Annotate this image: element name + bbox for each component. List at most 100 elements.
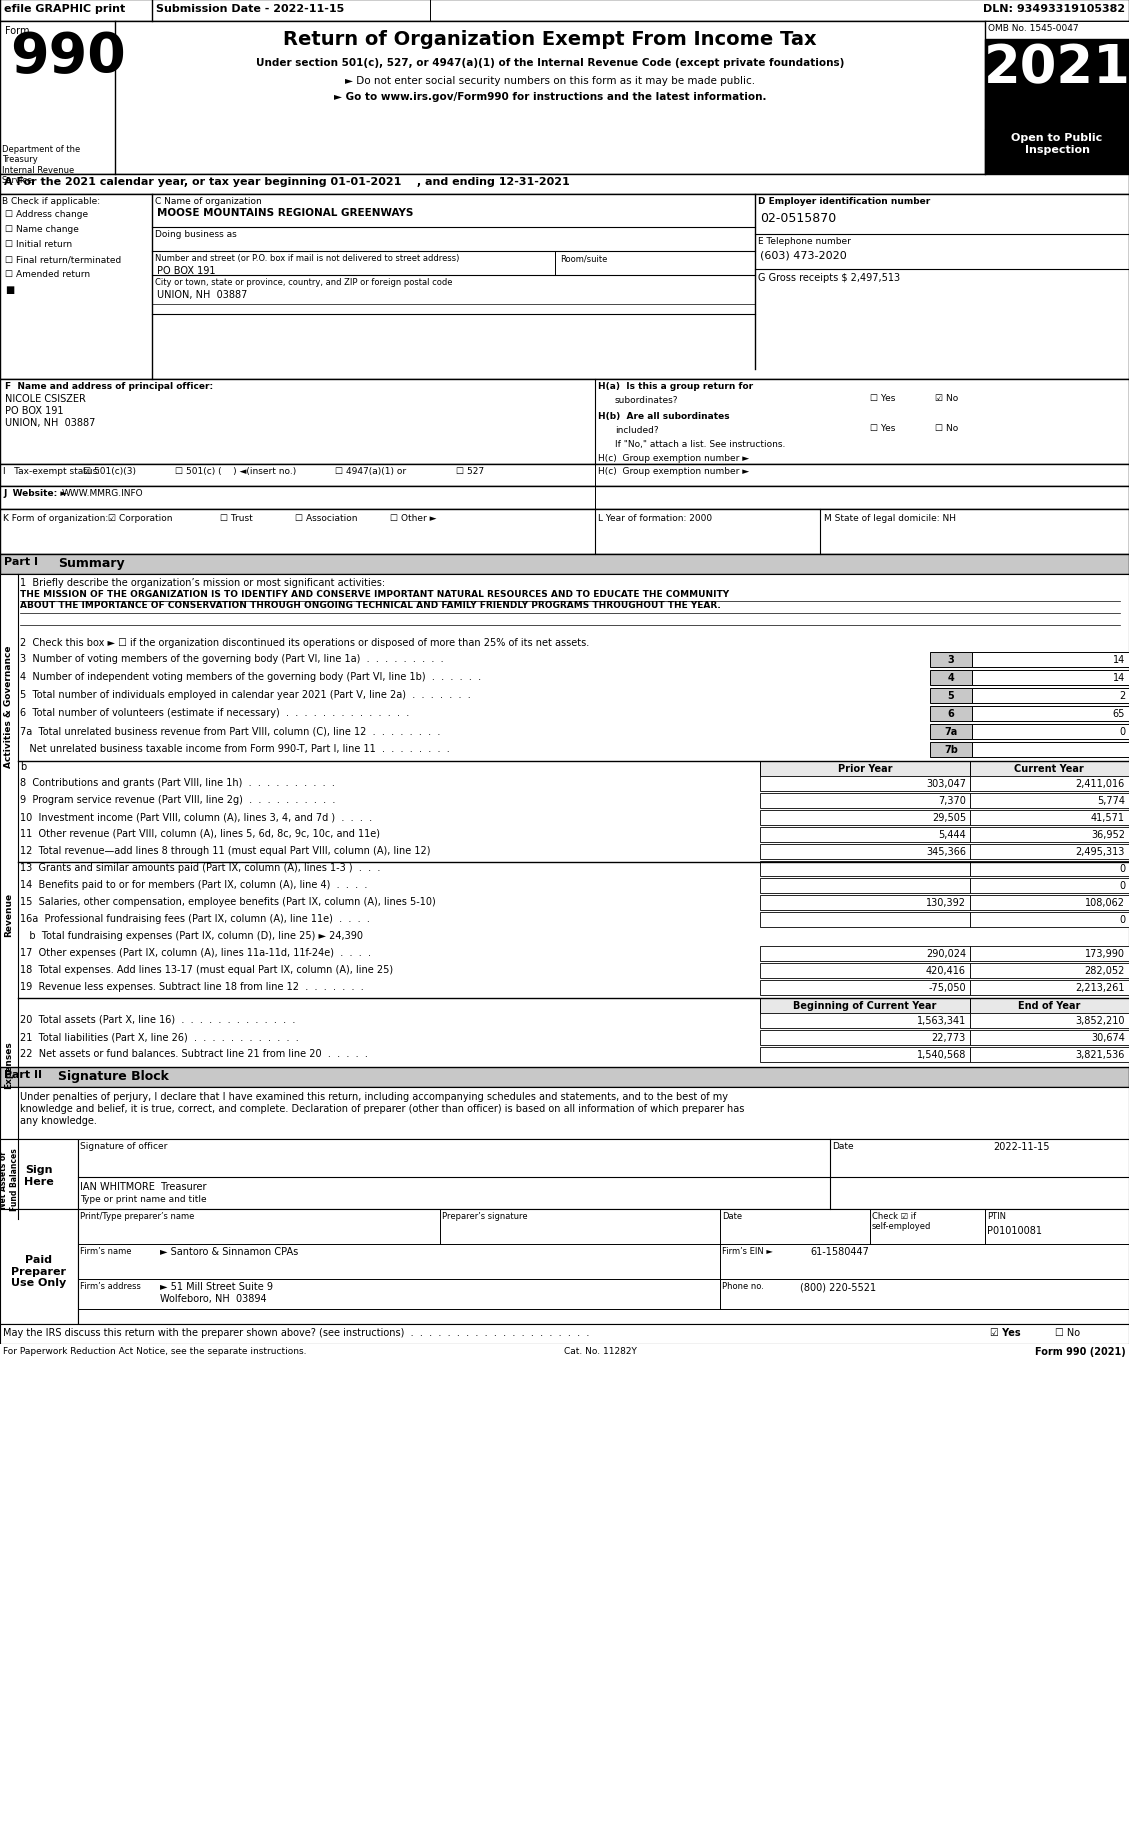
Text: H(c)  Group exemption number ►: H(c) Group exemption number ►	[598, 467, 750, 476]
Text: ☐ Yes: ☐ Yes	[870, 393, 895, 403]
Bar	[970, 895, 1129, 911]
Text: ☐ No: ☐ No	[935, 425, 959, 432]
Text: 12  Total revenue—add lines 8 through 11 (must equal Part VIII, column (A), line: 12 Total revenue—add lines 8 through 11 …	[20, 845, 430, 856]
Text: ☑ 501(c)(3): ☑ 501(c)(3)	[84, 467, 135, 476]
Text: 18  Total expenses. Add lines 13-17 (must equal Part IX, column (A), line 25): 18 Total expenses. Add lines 13-17 (must…	[20, 964, 393, 974]
Text: May the IRS discuss this return with the preparer shown above? (see instructions: May the IRS discuss this return with the…	[3, 1327, 589, 1338]
Bar	[0, 1140, 78, 1210]
Text: 36,952: 36,952	[1091, 829, 1124, 840]
Bar	[0, 381, 1129, 465]
Text: 5: 5	[947, 690, 954, 701]
Bar	[0, 1345, 1129, 1362]
Text: 7b: 7b	[944, 745, 957, 754]
Text: D Employer identification number: D Employer identification number	[758, 198, 930, 207]
Text: Summary: Summary	[58, 556, 124, 569]
Text: 108,062: 108,062	[1085, 897, 1124, 908]
Text: Under section 501(c), 527, or 4947(a)(1) of the Internal Revenue Code (except pr: Under section 501(c), 527, or 4947(a)(1)…	[256, 59, 844, 68]
Text: Date: Date	[832, 1142, 854, 1151]
Text: 420,416: 420,416	[926, 966, 966, 975]
Text: 3  Number of voting members of the governing body (Part VI, line 1a)  .  .  .  .: 3 Number of voting members of the govern…	[20, 653, 444, 664]
Bar	[930, 743, 972, 758]
Text: OMB No. 1545-0047: OMB No. 1545-0047	[988, 24, 1078, 33]
Text: ☐ Other ►: ☐ Other ►	[390, 514, 437, 523]
Bar	[760, 963, 970, 979]
Bar	[0, 22, 1129, 176]
Bar	[78, 1140, 1129, 1210]
Text: 65: 65	[1112, 708, 1124, 719]
Bar	[984, 130, 1129, 176]
Text: PO BOX 191: PO BOX 191	[5, 406, 63, 415]
Text: PTIN: PTIN	[987, 1211, 1006, 1221]
Text: ☐ Yes: ☐ Yes	[870, 425, 895, 432]
Text: ► Go to www.irs.gov/Form990 for instructions and the latest information.: ► Go to www.irs.gov/Form990 for instruct…	[334, 92, 767, 102]
Text: A For the 2021 calendar year, or tax year beginning 01-01-2021    , and ending 1: A For the 2021 calendar year, or tax yea…	[5, 178, 570, 187]
Text: 0: 0	[1119, 727, 1124, 737]
Text: P01010081: P01010081	[987, 1226, 1042, 1235]
Text: 02-0515870: 02-0515870	[760, 212, 837, 225]
Bar	[0, 1067, 1129, 1087]
Bar	[970, 844, 1129, 860]
Bar	[760, 862, 970, 877]
Text: 7,370: 7,370	[938, 796, 966, 805]
Text: 17  Other expenses (Part IX, column (A), lines 11a-11d, 11f-24e)  .  .  .  .: 17 Other expenses (Part IX, column (A), …	[20, 948, 371, 957]
Bar	[0, 0, 1129, 22]
Text: Expenses: Expenses	[5, 1041, 14, 1089]
Text: Date: Date	[723, 1211, 742, 1221]
Bar	[970, 946, 1129, 961]
Bar	[0, 1325, 1129, 1345]
Bar	[970, 981, 1129, 996]
Text: 4: 4	[947, 673, 954, 683]
Text: 29,505: 29,505	[931, 813, 966, 822]
Bar	[972, 653, 1129, 668]
Bar	[972, 670, 1129, 686]
Text: 290,024: 290,024	[926, 948, 966, 959]
Bar	[760, 895, 970, 911]
Bar	[970, 913, 1129, 928]
Bar	[970, 794, 1129, 809]
Text: ► 51 Mill Street Suite 9: ► 51 Mill Street Suite 9	[160, 1281, 273, 1292]
Text: 14: 14	[1113, 655, 1124, 664]
Bar	[760, 776, 970, 792]
Bar	[930, 688, 972, 703]
Bar	[930, 706, 972, 721]
Text: H(c)  Group exemption number ►: H(c) Group exemption number ►	[598, 454, 750, 463]
Bar	[970, 776, 1129, 792]
Text: ☐ Initial return: ☐ Initial return	[5, 240, 72, 249]
Bar	[970, 1030, 1129, 1045]
Text: 30,674: 30,674	[1091, 1032, 1124, 1043]
Text: L Year of formation: 2000: L Year of formation: 2000	[598, 514, 712, 523]
Bar	[78, 1210, 1129, 1325]
Text: End of Year: End of Year	[1018, 1001, 1080, 1010]
Bar	[760, 1014, 970, 1028]
Text: Part I: Part I	[5, 556, 38, 567]
Text: ☑ No: ☑ No	[935, 393, 959, 403]
Text: ☐ Name change: ☐ Name change	[5, 225, 79, 234]
Text: Sign
Here: Sign Here	[24, 1164, 54, 1186]
Text: ☐ Final return/terminated: ☐ Final return/terminated	[5, 254, 121, 264]
Text: NICOLE CSISZER: NICOLE CSISZER	[5, 393, 86, 404]
Bar	[930, 670, 972, 686]
Text: J  Website: ►: J Website: ►	[3, 489, 68, 498]
Bar	[0, 511, 1129, 554]
Text: Print/Type preparer’s name: Print/Type preparer’s name	[80, 1211, 194, 1221]
Bar	[970, 963, 1129, 979]
Text: ☐ 501(c) (    ) ◄(insert no.): ☐ 501(c) ( ) ◄(insert no.)	[175, 467, 296, 476]
Text: 22  Net assets or fund balances. Subtract line 21 from line 20  .  .  .  .  .: 22 Net assets or fund balances. Subtract…	[20, 1049, 368, 1058]
Text: WWW.MMRG.INFO: WWW.MMRG.INFO	[62, 489, 143, 498]
Bar	[760, 981, 970, 996]
Text: 6: 6	[947, 708, 954, 719]
Text: ► Do not enter social security numbers on this form as it may be made public.: ► Do not enter social security numbers o…	[345, 77, 755, 86]
Text: ☐ Association: ☐ Association	[295, 514, 358, 523]
Text: 7a: 7a	[944, 727, 957, 737]
Bar	[930, 725, 972, 739]
Bar	[970, 761, 1129, 778]
Bar	[0, 465, 1129, 487]
Text: 2,213,261: 2,213,261	[1076, 983, 1124, 992]
Text: 7a  Total unrelated business revenue from Part VIII, column (C), line 12  .  .  : 7a Total unrelated business revenue from…	[20, 727, 440, 736]
Bar	[970, 999, 1129, 1014]
Text: PO BOX 191: PO BOX 191	[157, 265, 216, 276]
Text: 345,366: 345,366	[926, 847, 966, 856]
Text: any knowledge.: any knowledge.	[20, 1116, 97, 1125]
Text: 4  Number of independent voting members of the governing body (Part VI, line 1b): 4 Number of independent voting members o…	[20, 672, 481, 681]
Text: City or town, state or province, country, and ZIP or foreign postal code: City or town, state or province, country…	[155, 278, 453, 287]
